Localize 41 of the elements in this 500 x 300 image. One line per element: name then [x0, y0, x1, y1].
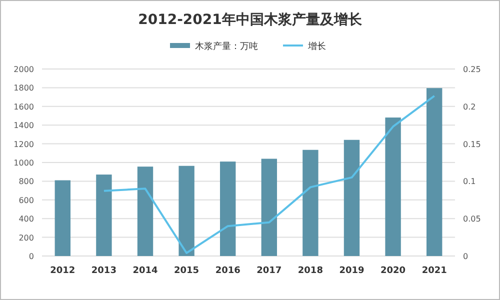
y-tick-label: 1400 [14, 121, 34, 130]
y2-tick-label: 0.15 [463, 140, 481, 149]
legend-label: 增长 [307, 41, 326, 52]
x-tick-label: 2020 [380, 266, 406, 276]
y-tick-label: 1000 [14, 158, 34, 168]
bar [96, 174, 112, 256]
x-tick-label: 2016 [215, 266, 240, 276]
bar [178, 166, 194, 256]
y-tick-label: 1600 [14, 102, 34, 112]
x-tick-label: 2012 [50, 266, 76, 276]
y-tick-label: 800 [18, 177, 34, 186]
y2-tick-label: 0.2 [463, 102, 476, 112]
y-tick-label: 0 [28, 252, 34, 261]
y2-tick-label: 0 [463, 252, 468, 261]
line-series [102, 94, 436, 254]
x-tick-label: 2013 [91, 266, 116, 276]
legend-label: 木浆产量：万吨 [195, 41, 258, 52]
y-tick-label: 400 [18, 214, 34, 224]
y2-tick-label: 0.25 [463, 65, 481, 74]
x-tick-label: 2021 [422, 266, 447, 276]
bar [220, 162, 236, 256]
x-tick-label: 2015 [174, 266, 200, 276]
bar [137, 166, 154, 256]
bar [302, 150, 318, 256]
bar [385, 118, 401, 256]
y-tick-label: 600 [18, 196, 34, 205]
y-tick-label: 200 [18, 233, 34, 242]
bar [54, 180, 70, 256]
y2-tick-label: 0.1 [463, 177, 476, 186]
x-tick-label: 2018 [298, 266, 323, 276]
y-tick-label: 1800 [14, 84, 34, 93]
x-tick-label: 2017 [256, 266, 282, 276]
chart-title: 2012-2021年中国木浆产量及增长 [138, 11, 363, 28]
bar [426, 88, 442, 256]
bar [261, 158, 277, 256]
y-tick-label: 1200 [14, 140, 34, 149]
y-tick-label: 2000 [14, 65, 34, 74]
bar [344, 140, 360, 256]
x-tick-label: 2019 [339, 266, 364, 276]
y2-tick-label: 0.05 [463, 214, 481, 224]
x-tick-label: 2014 [132, 266, 158, 276]
